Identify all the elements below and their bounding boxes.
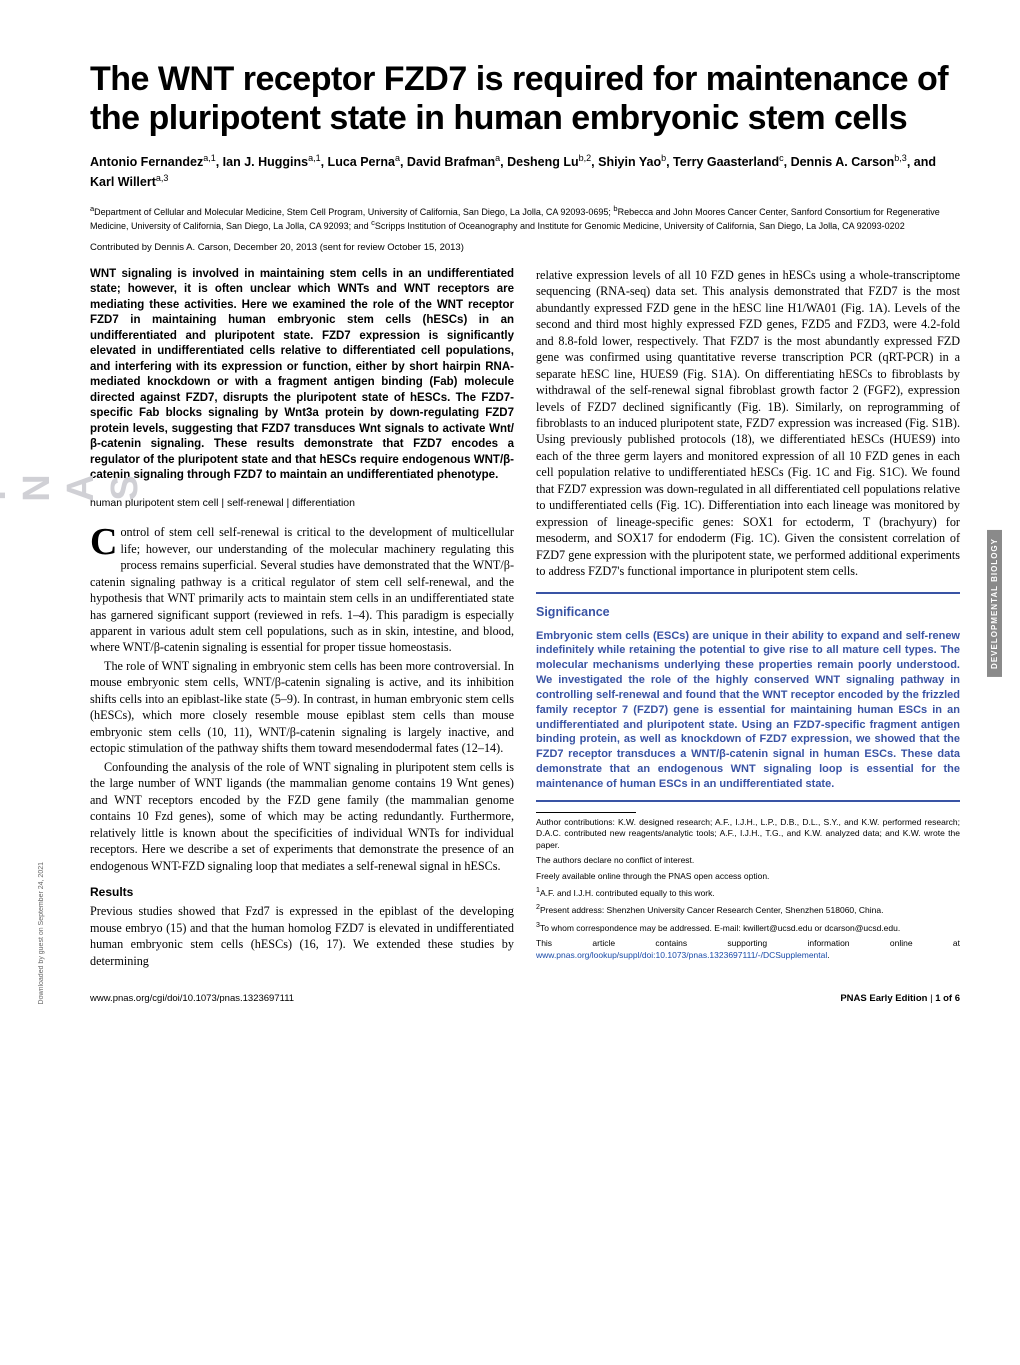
contributed-line: Contributed by Dennis A. Carson, Decembe…: [90, 242, 960, 253]
supplemental-note: This article contains supporting informa…: [536, 938, 960, 961]
intro-paragraph-3: Confounding the analysis of the role of …: [90, 759, 514, 874]
download-timestamp: Downloaded by guest on September 24, 202…: [38, 862, 45, 1004]
supplemental-link[interactable]: www.pnas.org/lookup/suppl/doi:10.1073/pn…: [536, 950, 827, 960]
pnas-logo: PNAS PNAS PNAS: [20, 160, 65, 860]
significance-box: Significance Embryonic stem cells (ESCs)…: [536, 592, 960, 802]
author-contributions: Author contributions: K.W. designed rese…: [536, 817, 960, 851]
abstract: WNT signaling is involved in maintaining…: [90, 267, 514, 484]
footnotes: Author contributions: K.W. designed rese…: [536, 812, 960, 961]
footnote-separator: [536, 812, 636, 813]
section-side-label: DEVELOPMENTAL BIOLOGY: [987, 530, 1002, 677]
article-title: The WNT receptor FZD7 is required for ma…: [90, 60, 960, 138]
page: PNAS PNAS PNAS DEVELOPMENTAL BIOLOGY Dow…: [0, 0, 1020, 1034]
affiliations: aDepartment of Cellular and Molecular Me…: [90, 204, 960, 232]
open-access-note: Freely available online through the PNAS…: [536, 871, 960, 882]
page-footer: www.pnas.org/cgi/doi/10.1073/pnas.132369…: [90, 989, 960, 1004]
conflict-statement: The authors declare no conflict of inter…: [536, 855, 960, 866]
right-column-paragraph: relative expression levels of all 10 FZD…: [536, 267, 960, 580]
results-heading: Results: [90, 884, 514, 900]
footnote-2: 2Present address: Shenzhen University Ca…: [536, 903, 960, 916]
footnote-1: 1A.F. and I.J.H. contributed equally to …: [536, 886, 960, 899]
two-column-body: WNT signaling is involved in maintaining…: [90, 267, 960, 969]
author-list: Antonio Fernandeza,1, Ian J. Hugginsa,1,…: [90, 152, 960, 191]
footer-page-number: PNAS Early Edition | 1 of 6: [840, 993, 960, 1004]
footer-doi: www.pnas.org/cgi/doi/10.1073/pnas.132369…: [90, 993, 294, 1004]
intro-paragraph-2: The role of WNT signaling in embryonic s…: [90, 658, 514, 757]
footnote-3: 3To whom correspondence may be addressed…: [536, 921, 960, 934]
significance-text: Embryonic stem cells (ESCs) are unique i…: [536, 629, 960, 792]
results-paragraph-1: Previous studies showed that Fzd7 is exp…: [90, 903, 514, 969]
significance-title: Significance: [536, 604, 960, 621]
